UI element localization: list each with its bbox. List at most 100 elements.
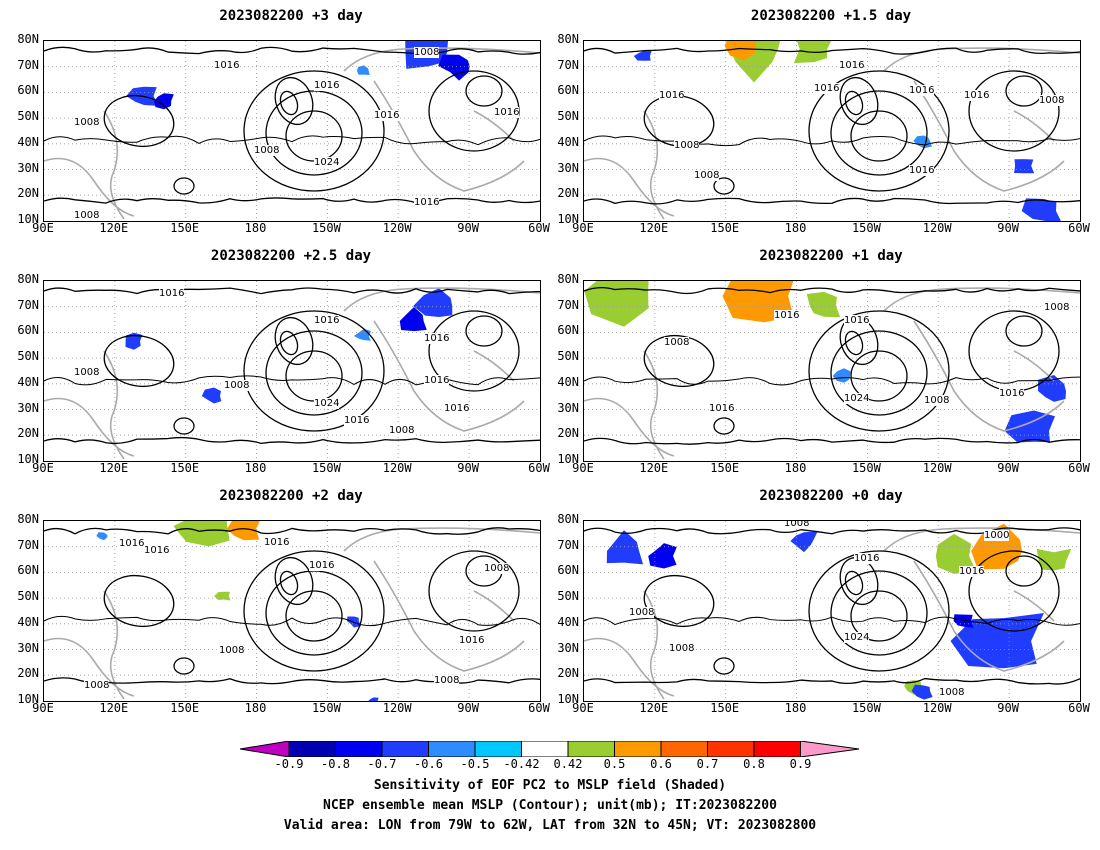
contour-label: 1008 — [74, 117, 100, 128]
lon-tick-label: 90E — [32, 461, 54, 475]
contour-label: 1008 — [434, 675, 460, 686]
contour-label: 1016 — [459, 635, 485, 646]
colorbar-swatch — [335, 741, 383, 757]
contour-label: 1016 — [814, 83, 840, 94]
lat-tick-label: 40N — [557, 374, 579, 389]
contour-label: 1008 — [74, 367, 100, 378]
lon-tick-label: 150E — [710, 701, 740, 715]
lat-tick-label: 60N — [557, 83, 579, 98]
contour-label: 1008 — [74, 210, 100, 221]
colorbar-low-arrow — [240, 741, 290, 757]
contour-label: 1016 — [964, 90, 990, 101]
lat-tick-label: 70N — [557, 297, 579, 312]
contour-label: 1016 — [709, 403, 735, 414]
lat-tick-label: 50N — [17, 109, 39, 124]
lat-tick-label: 10N — [557, 452, 579, 466]
lat-tick-label: 20N — [17, 426, 39, 441]
contour-label: 1016 — [119, 538, 145, 549]
contour-label: 1016 — [214, 60, 240, 71]
colorbar-swatch — [614, 741, 662, 757]
contour-label: 1016 — [844, 315, 870, 326]
contour-label: 1008 — [484, 563, 510, 574]
lon-tick-label: 120E — [99, 221, 129, 235]
lat-tick-label: 20N — [557, 426, 579, 441]
colorbar-tick-label: -0.5 — [460, 757, 490, 771]
contour-label: 1016 — [959, 566, 985, 577]
lat-tick-label: 10N — [17, 452, 39, 466]
contour-label: 1016 — [839, 60, 865, 71]
lon-tick-label: 180 — [244, 461, 267, 475]
panel-title: 2023082200 +2 day — [219, 488, 363, 504]
colorbar-swatch — [753, 741, 801, 757]
lon-tick-label: 90W — [457, 221, 479, 235]
lon-tick-label: 180 — [784, 221, 807, 235]
lat-tick-label: 60N — [557, 323, 579, 338]
lon-tick-label: 180 — [784, 701, 807, 715]
contour-label: 1008 — [924, 395, 950, 406]
lon-tick-label: 120E — [639, 701, 669, 715]
lat-tick-label: 60N — [17, 563, 39, 578]
contour-label: 1016 — [854, 553, 880, 564]
lat-tick-label: 80N — [557, 32, 579, 46]
colorbar-tick-label: -0.42 — [503, 757, 540, 771]
colorbar-tick-label: 0.6 — [650, 757, 672, 771]
contour-label: 1008 — [389, 425, 415, 436]
colorbar-swatch — [428, 741, 476, 757]
lat-tick-label: 10N — [17, 692, 39, 706]
lon-tick-label: 90E — [572, 701, 594, 715]
contour-label: 1008 — [84, 680, 110, 691]
lon-tick-label: 90E — [32, 701, 54, 715]
lon-tick-label: 150W — [851, 701, 881, 715]
lon-tick-label: 90E — [572, 221, 594, 235]
lat-tick-label: 20N — [557, 186, 579, 201]
contour-label: 1016 — [344, 415, 370, 426]
panel-title: 2023082200 +3 day — [219, 8, 363, 24]
contour-label: 1016 — [414, 197, 440, 208]
lon-tick-label: 90E — [572, 461, 594, 475]
contour-label: 1024 — [314, 398, 340, 409]
lat-tick-label: 70N — [17, 57, 39, 72]
contour-label: 1024 — [844, 632, 870, 643]
contour-label: 1016 — [424, 375, 450, 386]
contour-label: 1016 — [424, 333, 450, 344]
lon-tick-label: 90W — [997, 221, 1019, 235]
contour-label: 1008 — [224, 380, 250, 391]
lat-tick-label: 40N — [17, 374, 39, 389]
lon-tick-label: 150W — [311, 221, 341, 235]
contour-label: 1008 — [219, 645, 245, 656]
lat-tick-label: 30N — [17, 400, 39, 415]
lat-tick-label: 70N — [557, 537, 579, 552]
contour-label: 1016 — [314, 80, 340, 91]
lat-tick-label: 50N — [557, 589, 579, 604]
lon-tick-label: 120E — [99, 701, 129, 715]
contour-label: 1024 — [314, 157, 340, 168]
lon-tick-label: 60W — [1068, 701, 1090, 715]
lon-tick-label: 150E — [170, 701, 200, 715]
caption-line-3: Valid area: LON from 79W to 62W, LAT fro… — [283, 818, 817, 833]
lon-tick-label: 60W — [1068, 461, 1090, 475]
lon-tick-label: 150W — [851, 221, 881, 235]
contour-label: 1016 — [264, 537, 290, 548]
contour-label: 1016 — [909, 85, 935, 96]
contour-label: 1016 — [314, 315, 340, 326]
lat-tick-label: 70N — [557, 57, 579, 72]
lon-tick-label: 150W — [311, 701, 341, 715]
lat-tick-label: 30N — [17, 160, 39, 175]
lon-tick-label: 120W — [382, 221, 412, 235]
contour-label: 1016 — [774, 310, 800, 321]
colorbar-tick-label: 0.8 — [743, 757, 765, 771]
lat-tick-label: 80N — [17, 272, 39, 286]
lat-tick-label: 40N — [557, 134, 579, 149]
lat-tick-label: 10N — [17, 212, 39, 226]
lon-tick-label: 120W — [922, 701, 952, 715]
lat-tick-label: 60N — [17, 83, 39, 98]
lon-tick-label: 120W — [382, 461, 412, 475]
lon-tick-label: 150W — [311, 461, 341, 475]
contour-label: 1000 — [984, 530, 1010, 541]
lat-tick-label: 30N — [17, 640, 39, 655]
lat-tick-label: 40N — [17, 134, 39, 149]
contour-label: 1016 — [659, 90, 685, 101]
colorbar-tick-label: 0.7 — [696, 757, 719, 771]
lon-tick-label: 180 — [244, 221, 267, 235]
lon-tick-label: 120E — [639, 221, 669, 235]
